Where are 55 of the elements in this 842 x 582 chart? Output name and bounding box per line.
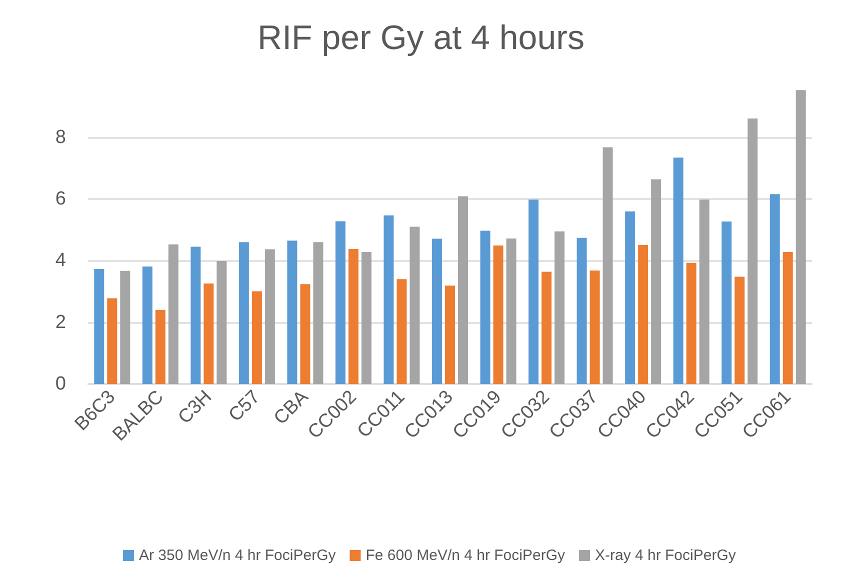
bar (554, 231, 565, 384)
bar (216, 260, 227, 384)
bar (782, 252, 793, 384)
bar (458, 196, 468, 384)
bar (722, 222, 732, 384)
bar (770, 194, 780, 384)
bar (699, 200, 710, 384)
bar (576, 238, 587, 384)
bar (638, 244, 648, 384)
bar (396, 279, 407, 384)
bar (493, 246, 504, 384)
bar (313, 242, 324, 384)
bar (796, 90, 806, 384)
legend-label: Fe 600 MeV/n 4 hr FociPerGy (366, 547, 566, 564)
bar (94, 268, 104, 384)
chart-title: RIF per Gy at 4 hours (258, 19, 584, 57)
bar (748, 118, 758, 384)
bar (264, 249, 275, 384)
bar (445, 286, 455, 384)
bar (120, 270, 130, 384)
bar (335, 221, 346, 384)
bar (238, 242, 249, 384)
bar (528, 200, 539, 384)
bar (651, 179, 662, 384)
bar (204, 283, 214, 384)
bar (142, 266, 152, 384)
y-tick-label: 2 (55, 312, 66, 333)
bar (384, 215, 394, 384)
y-tick-label: 0 (55, 374, 66, 394)
bar (590, 270, 600, 384)
y-tick-label: 6 (55, 188, 66, 210)
legend-label: X-ray 4 hr FociPerGy (594, 547, 736, 564)
bar (168, 244, 178, 384)
bar (602, 147, 613, 384)
bar (480, 230, 490, 384)
bar (410, 226, 420, 384)
bar (287, 240, 298, 384)
bar (432, 238, 442, 384)
bar (542, 272, 552, 384)
bar (673, 158, 684, 384)
bar (190, 246, 201, 384)
bar (252, 291, 262, 384)
y-tick-label: 8 (55, 126, 66, 148)
bar (506, 238, 516, 384)
bar (734, 276, 745, 384)
bar (348, 248, 358, 384)
y-tick-label: 4 (55, 250, 66, 272)
bar (686, 262, 696, 384)
bar (300, 284, 310, 384)
bar (361, 252, 372, 384)
legend-label: Ar 350 MeV/n 4 hr FociPerGy (139, 547, 336, 564)
x-tick-label: C57 (224, 386, 264, 426)
bar (107, 298, 118, 384)
bar (155, 310, 166, 384)
bar (625, 211, 636, 384)
